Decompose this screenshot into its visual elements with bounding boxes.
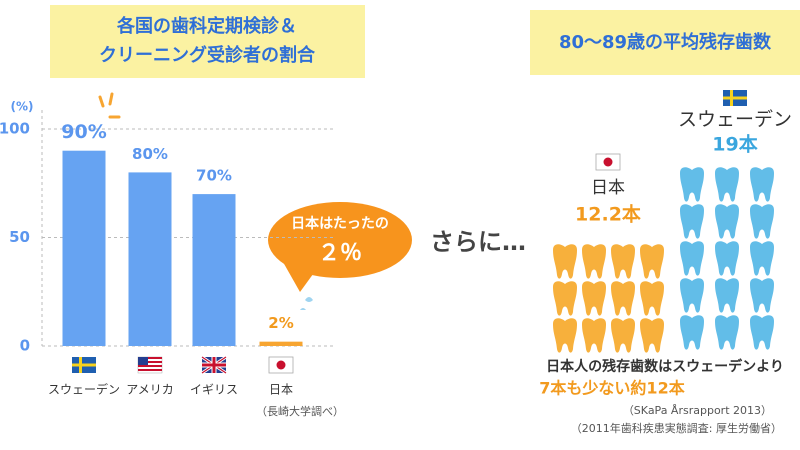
callout-text: ２％ <box>318 241 362 266</box>
note: 7本も少ない約12本 <box>539 379 684 398</box>
tooth-icon <box>582 281 606 316</box>
tooth-icon <box>640 244 664 279</box>
tooth-icon <box>750 241 774 276</box>
tooth-icon <box>611 244 635 279</box>
tooth-icon <box>715 204 739 239</box>
callout-text: 日本はたったの <box>291 215 389 232</box>
note: 日本人の残存歯数はスウェーデンより <box>546 358 784 375</box>
spark <box>98 92 121 119</box>
x-tick-label: アメリカ <box>126 383 173 397</box>
tooth-icon <box>640 281 664 316</box>
tooth-icon <box>680 241 704 276</box>
tooth-icon <box>611 318 635 353</box>
chart-title: 各国の歯科定期検診＆ <box>116 15 297 37</box>
tooth-icon <box>680 204 704 239</box>
y-tick-label: 100 <box>0 120 30 138</box>
tooth-icon <box>611 281 635 316</box>
tooth-icon <box>582 318 606 353</box>
y-tick-label: 0 <box>20 337 30 355</box>
x-tick-label: イギリス <box>190 383 238 397</box>
tooth-icon <box>640 318 664 353</box>
tooth-icon <box>553 281 577 316</box>
tooth-icon <box>680 278 704 313</box>
tooth-icon <box>715 278 739 313</box>
tooth-icon <box>750 167 774 202</box>
chart-title: 80〜89歳の平均残存歯数 <box>559 31 772 53</box>
bar <box>192 194 236 346</box>
flag <box>137 356 163 374</box>
tooth-icon <box>750 315 774 350</box>
x-tick-label: 日本 <box>269 383 293 397</box>
bar <box>62 150 106 346</box>
tooth-icon <box>715 167 739 202</box>
flag <box>268 356 294 374</box>
sweat <box>300 297 313 310</box>
x-tick-label: スウェーデン <box>48 382 120 397</box>
value-label: 70% <box>196 167 232 185</box>
tooth-icon <box>582 244 606 279</box>
flag <box>72 357 96 373</box>
callout <box>268 202 412 278</box>
tooth-icon <box>680 315 704 350</box>
source: （2011年歯科疾患実態調査: 厚生労働省） <box>571 421 782 435</box>
tooth-group <box>553 244 664 353</box>
source: （SKaPa Årsrapport 2013） <box>623 404 772 417</box>
bar <box>259 341 303 346</box>
source: （長崎大学調べ） <box>256 404 344 418</box>
tooth-icon <box>553 318 577 353</box>
tooth-icon <box>715 315 739 350</box>
bar <box>128 172 172 346</box>
chart-title: クリーニング受診者の割合 <box>99 44 316 66</box>
value-label: 90% <box>61 121 106 143</box>
category-label: 日本 <box>591 178 625 198</box>
value-label: 2% <box>268 314 293 332</box>
tooth-icon <box>553 244 577 279</box>
title-box <box>530 10 800 75</box>
tooth-icon <box>750 278 774 313</box>
value-label: 80% <box>132 145 168 163</box>
value-label: 19本 <box>712 133 757 156</box>
flag <box>202 357 226 373</box>
tooth-icon <box>750 204 774 239</box>
title-box <box>50 5 365 78</box>
axis-label: (%) <box>11 100 34 114</box>
value-label: 12.2本 <box>575 203 641 226</box>
flag <box>595 153 621 171</box>
tooth-icon <box>715 241 739 276</box>
connector-text: さらに… <box>430 228 526 256</box>
tooth-icon <box>680 167 704 202</box>
y-tick-label: 50 <box>9 228 30 246</box>
category-label: スウェーデン <box>678 109 792 131</box>
flag <box>723 90 747 106</box>
tooth-group <box>680 167 774 350</box>
